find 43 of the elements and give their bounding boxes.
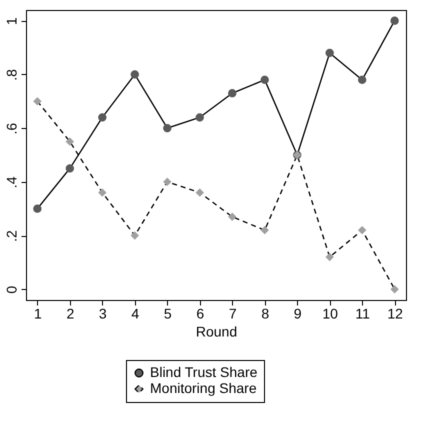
x-tick-label: 12	[387, 306, 404, 322]
point	[228, 89, 236, 98]
point	[33, 204, 42, 213]
point	[325, 252, 334, 262]
point	[163, 178, 172, 186]
point	[196, 113, 204, 122]
point	[390, 285, 399, 294]
y-tick-label: .4	[4, 176, 20, 188]
x-tick-label: 8	[261, 306, 270, 322]
legend-label: Monitoring Share	[150, 380, 257, 396]
x-tick-label: 5	[164, 306, 172, 322]
point	[325, 48, 334, 58]
point	[130, 231, 139, 240]
x-tick-label: 1	[34, 306, 42, 322]
point	[66, 164, 74, 173]
point	[98, 188, 107, 197]
x-tick-label: 6	[196, 306, 204, 322]
point	[390, 16, 399, 25]
y-tick-label: .6	[4, 122, 20, 134]
x-tick-label: 9	[294, 306, 302, 322]
x-tick-label: 4	[131, 306, 140, 322]
point	[358, 76, 366, 84]
x-tick-label: 7	[228, 306, 237, 322]
x-tick-label: 3	[98, 306, 107, 322]
point	[130, 70, 139, 79]
point	[260, 76, 269, 84]
x-tick-label: 11	[355, 306, 370, 322]
point	[228, 212, 236, 221]
x-axis-title: Round	[196, 324, 238, 340]
x-tick-label: 10	[322, 306, 338, 322]
point	[196, 188, 204, 197]
point	[66, 137, 74, 146]
x-tick-label: 2	[66, 306, 74, 322]
point	[358, 226, 366, 234]
point	[163, 124, 172, 132]
y-tick-label: 1	[4, 17, 20, 26]
y-tick-label: .2	[4, 230, 20, 242]
legend-label: Blind Trust Share	[150, 364, 258, 380]
y-tick-label: .8	[4, 68, 20, 81]
point	[98, 113, 107, 122]
point	[33, 97, 42, 106]
point	[260, 226, 269, 234]
y-tick-label: 0	[4, 286, 20, 294]
